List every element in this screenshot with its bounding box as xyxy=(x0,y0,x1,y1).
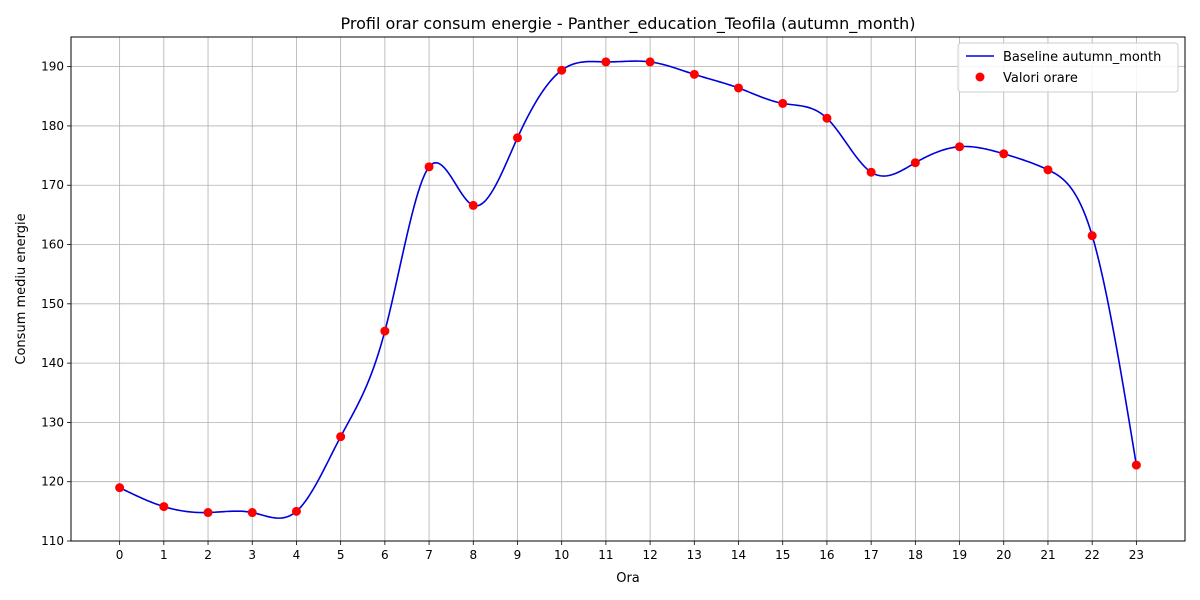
hourly-value-point xyxy=(734,83,744,93)
hourly-value-point xyxy=(557,65,567,75)
baseline-line xyxy=(119,60,1138,519)
x-tick-label: 8 xyxy=(469,548,477,562)
hourly-value-point xyxy=(336,432,346,442)
x-tick-label: 5 xyxy=(337,548,345,562)
x-tick-label: 20 xyxy=(996,548,1011,562)
hourly-value-point xyxy=(468,200,478,210)
y-tick-label: 190 xyxy=(41,60,64,74)
x-tick-label: 2 xyxy=(204,548,212,562)
x-tick-label: 17 xyxy=(863,548,878,562)
x-tick-label: 6 xyxy=(381,548,389,562)
axis-ticks: 0 1 2 3 4 5 6 7 8 9 10 11 12 13 14 15 16 17 18 19 20 21 22 2311… xyxy=(41,60,1144,562)
hourly-value-point xyxy=(822,113,832,123)
x-tick-label: 18 xyxy=(908,548,923,562)
x-tick-label: 9 xyxy=(514,548,522,562)
hourly-value-point xyxy=(866,167,876,177)
baseline-series xyxy=(119,60,1138,519)
hourly-value-point xyxy=(645,57,655,67)
plot-frame xyxy=(70,36,1186,542)
x-tick-label: 22 xyxy=(1085,548,1100,562)
hourly-value-point xyxy=(1131,460,1141,470)
y-tick-label: 160 xyxy=(41,238,64,252)
x-tick-label: 0 xyxy=(116,548,124,562)
legend: Baseline autumn_month Valori orare xyxy=(957,42,1179,93)
hourly-value-point xyxy=(512,133,522,143)
legend-label-baseline: Baseline autumn_month xyxy=(1003,50,1161,65)
x-tick-label: 13 xyxy=(687,548,702,562)
grid-lines xyxy=(71,37,1185,542)
x-tick-label: 15 xyxy=(775,548,790,562)
x-tick-label: 16 xyxy=(819,548,834,562)
x-tick-label: 3 xyxy=(248,548,256,562)
x-tick-label: 14 xyxy=(731,548,746,562)
chart-title: Profil orar consum energie - Panther_edu… xyxy=(341,14,916,34)
x-tick-label: 21 xyxy=(1040,548,1055,562)
hourly-value-point xyxy=(380,326,390,336)
y-tick-label: 170 xyxy=(41,178,64,192)
x-tick-label: 12 xyxy=(642,548,657,562)
y-tick-label: 110 xyxy=(41,534,64,548)
hourly-value-point xyxy=(778,98,788,108)
hourly-value-point xyxy=(1043,165,1053,175)
y-tick-label: 150 xyxy=(41,297,64,311)
x-tick-label: 4 xyxy=(293,548,301,562)
hourly-value-point xyxy=(159,502,169,512)
x-tick-label: 10 xyxy=(554,548,569,562)
y-tick-label: 120 xyxy=(41,475,64,489)
x-axis-label: Ora xyxy=(616,571,640,586)
hourly-value-point xyxy=(689,69,699,79)
hourly-value-point xyxy=(999,149,1009,159)
y-tick-label: 130 xyxy=(41,415,64,429)
hourly-value-point xyxy=(1087,231,1097,241)
x-tick-label: 7 xyxy=(425,548,433,562)
legend-label-hourly: Valori orare xyxy=(1003,71,1078,86)
x-tick-label: 19 xyxy=(952,548,967,562)
hourly-value-point xyxy=(955,142,965,152)
hourly-value-point xyxy=(910,158,920,168)
legend-box xyxy=(957,42,1179,93)
y-tick-label: 180 xyxy=(41,119,64,133)
legend-point-swatch xyxy=(975,72,985,82)
hourly-value-point xyxy=(247,508,257,518)
x-tick-label: 23 xyxy=(1129,548,1144,562)
hourly-value-point xyxy=(203,508,213,518)
hourly-value-point xyxy=(291,506,301,516)
x-tick-label: 1 xyxy=(160,548,168,562)
hourly-value-point xyxy=(424,162,434,172)
y-axis-label: Consum mediu energie xyxy=(14,213,29,364)
x-tick-label: 11 xyxy=(598,548,613,562)
y-tick-label: 140 xyxy=(41,356,64,370)
hourly-value-point xyxy=(115,483,125,493)
hourly-value-point xyxy=(601,57,611,67)
hourly-points-series xyxy=(115,57,1141,518)
